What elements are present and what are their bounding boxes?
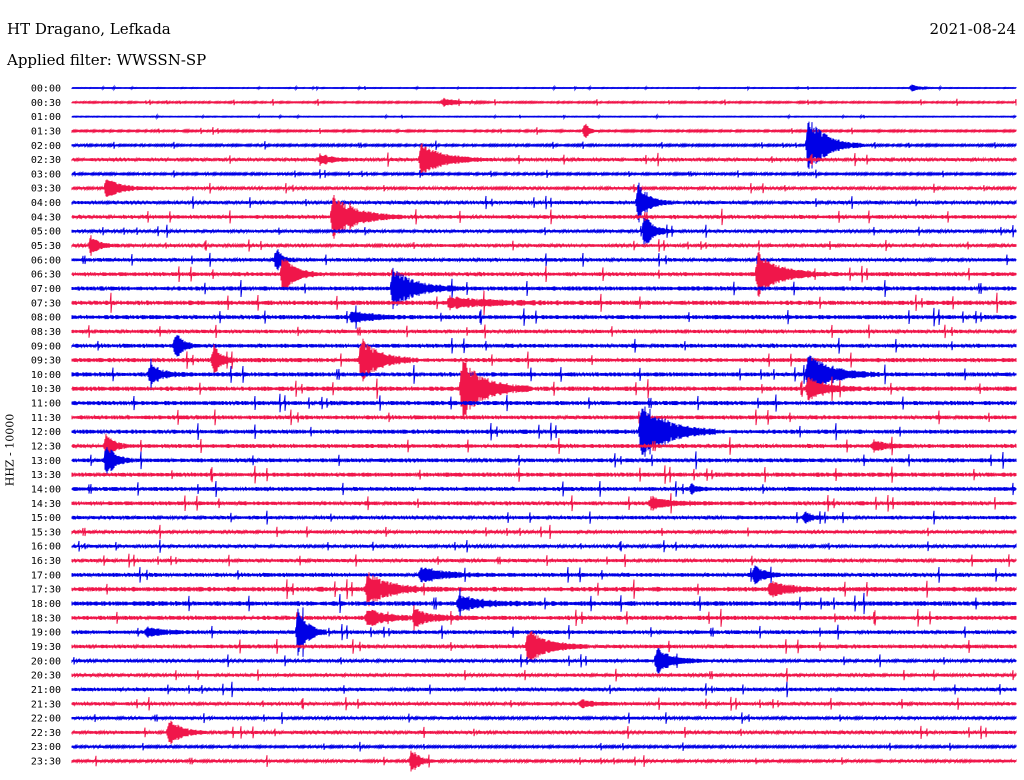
row-time-label: 10:30 <box>31 384 61 395</box>
row-time-label: 04:30 <box>31 212 61 223</box>
row-time-label: 03:00 <box>31 169 61 180</box>
row-time-label: 05:00 <box>31 227 61 238</box>
row-time-label: 03:30 <box>31 184 61 195</box>
time-labels: 00:00 00:30 01:00 01:30 02:00 02:30 03:00 03:30… <box>31 84 61 768</box>
row-time-label: 15:30 <box>31 527 61 538</box>
row-time-label: 13:00 <box>31 456 61 467</box>
row-time-label: 18:30 <box>31 613 61 624</box>
row-time-label: 12:30 <box>31 442 61 453</box>
row-time-label: 22:30 <box>31 728 61 739</box>
row-time-label: 22:00 <box>31 714 61 725</box>
row-time-label: 18:00 <box>31 599 61 610</box>
station-title: HT Dragano, Lefkada <box>7 20 171 38</box>
row-time-label: 13:30 <box>31 470 61 481</box>
row-time-label: 23:30 <box>31 757 61 768</box>
row-time-label: 05:30 <box>31 241 61 252</box>
row-time-label: 09:00 <box>31 341 61 352</box>
row-time-label: 00:30 <box>31 98 61 109</box>
row-time-label: 06:00 <box>31 255 61 266</box>
row-time-label: 08:00 <box>31 313 61 324</box>
row-time-label: 09:30 <box>31 356 61 367</box>
row-time-label: 16:30 <box>31 556 61 567</box>
row-time-label: 02:00 <box>31 141 61 152</box>
row-time-label: 11:30 <box>31 413 61 424</box>
row-time-label: 07:30 <box>31 298 61 309</box>
row-time-label: 14:00 <box>31 484 61 495</box>
row-time-label: 16:00 <box>31 542 61 553</box>
date-label: 2021-08-24 <box>929 20 1016 38</box>
row-time-label: 10:00 <box>31 370 61 381</box>
row-time-label: 01:00 <box>31 112 61 123</box>
row-time-label: 17:30 <box>31 585 61 596</box>
row-time-label: 01:30 <box>31 126 61 137</box>
filter-label: Applied filter: WWSSN-SP <box>7 51 207 69</box>
trace-lines <box>71 84 1017 772</box>
row-time-label: 20:00 <box>31 656 61 667</box>
row-time-label: 12:00 <box>31 427 61 438</box>
row-time-label: 14:30 <box>31 499 61 510</box>
row-time-label: 21:00 <box>31 685 61 696</box>
row-time-label: 00:00 <box>31 84 61 95</box>
row-time-label: 23:00 <box>31 742 61 753</box>
row-time-label: 04:00 <box>31 198 61 209</box>
row-time-label: 15:00 <box>31 513 61 524</box>
row-time-label: 17:00 <box>31 570 61 581</box>
row-time-label: 19:00 <box>31 628 61 639</box>
row-time-label: 07:00 <box>31 284 61 295</box>
row-time-label: 06:30 <box>31 270 61 281</box>
row-time-label: 21:30 <box>31 699 61 710</box>
row-time-label: 02:30 <box>31 155 61 166</box>
row-time-label: 19:30 <box>31 642 61 653</box>
row-time-label: 20:30 <box>31 671 61 682</box>
row-time-label: 08:30 <box>31 327 61 338</box>
row-time-label: 11:00 <box>31 399 61 410</box>
